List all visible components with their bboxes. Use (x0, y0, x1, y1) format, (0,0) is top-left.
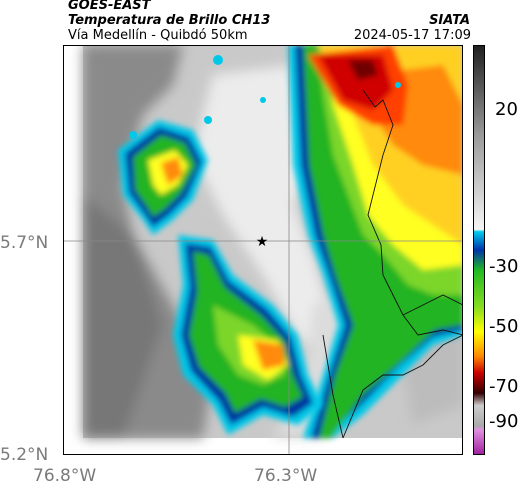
timestamp-label: 2024-05-17 17:09 (353, 28, 471, 43)
colorbar (473, 45, 485, 455)
lon-label-76.8: 76.8°W (33, 466, 97, 486)
admin-borders (322, 89, 463, 439)
colorbar-label-neg30: -30 (489, 256, 519, 277)
colorbar-label-20: 20 (495, 99, 518, 120)
lat-label-5.2: 5.2°N (0, 445, 49, 465)
lon-label-76.3: 76.3°W (254, 466, 318, 486)
cloud-band-south (173, 235, 323, 435)
satellite-title: GOES-EAST (68, 0, 151, 13)
product-title: Temperatura de Brillo CH13 (68, 13, 271, 28)
star-icon: ★ (256, 234, 269, 250)
cloud-speckles (129, 55, 401, 139)
colorbar-label-neg90: -90 (489, 411, 519, 432)
route-subtitle: Vía Medellín - Quibdó 50km (68, 28, 248, 43)
satellite-map: ★ (63, 45, 463, 455)
source-label: SIATA (429, 13, 470, 28)
lat-label-5.7: 5.7°N (0, 233, 49, 253)
cloud-system-east (288, 45, 463, 438)
cloud-cell-west (118, 120, 208, 235)
colorbar-label-neg50: -50 (489, 316, 519, 337)
colorbar-label-neg70: -70 (489, 376, 519, 397)
